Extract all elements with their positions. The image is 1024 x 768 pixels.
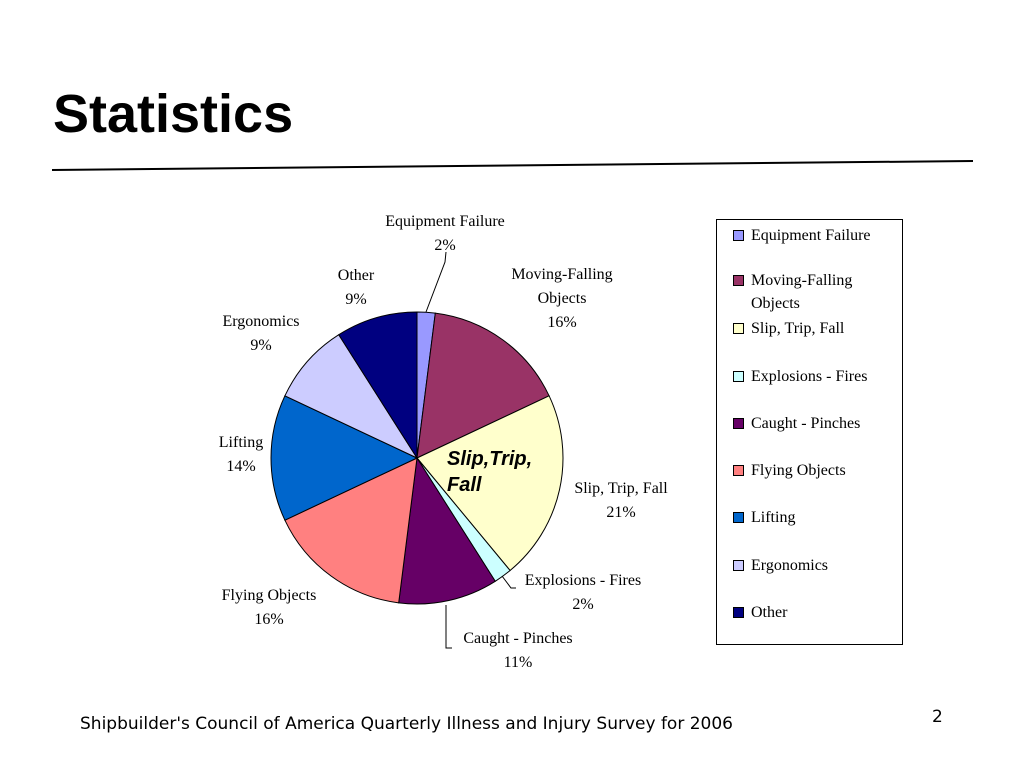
legend-label: Equipment Failure — [751, 227, 871, 244]
legend-swatch — [733, 607, 744, 618]
legend-item-lifting: Lifting — [733, 506, 903, 529]
footer-source: Shipbuilder's Council of America Quarter… — [80, 714, 733, 734]
data-label-slip-trip-fall: Slip, Trip, Fall 21% — [574, 480, 668, 521]
legend-label: Other — [751, 604, 788, 621]
slide-title: Statistics — [53, 84, 294, 144]
pie-chart: Equipment Failure 2%Moving-Falling Objects… — [219, 213, 668, 671]
pie-slice-ergonomics — [284, 334, 419, 460]
pie-slice-lifting — [270, 395, 419, 521]
legend-swatch — [733, 465, 744, 476]
legend-swatch — [733, 323, 744, 334]
legend-label: Slip, Trip, Fall — [751, 320, 845, 337]
legend-label: Moving-Falling — [751, 272, 853, 289]
data-label-moving-falling-objects: Moving-Falling Objects 16% — [511, 266, 612, 331]
legend-swatch — [733, 512, 744, 523]
pie-slice-moving-falling-objects — [416, 312, 550, 459]
leader-line-explosions-fires — [501, 575, 516, 589]
legend-label: Lifting — [751, 509, 796, 526]
chart-legend: Equipment Failure Moving-Falling Objects Sl… — [716, 219, 903, 645]
legend-swatch — [733, 275, 744, 286]
legend-item-slip-trip-fall: Slip, Trip, Fall — [733, 317, 903, 340]
legend-item-flying-objects: Flying Objects — [733, 459, 903, 482]
legend-item-equipment-failure: Equipment Failure — [733, 224, 903, 247]
pie-slice-flying-objects — [284, 457, 418, 604]
legend-swatch — [733, 230, 744, 241]
legend-label: Explosions - Fires — [751, 368, 868, 385]
data-label-other: Other 9% — [338, 267, 375, 308]
data-label-caught-pinches: Caught - Pinches 11% — [463, 630, 572, 671]
page-number: 2 — [932, 707, 943, 727]
legend-item-moving-falling-objects: Moving-Falling Objects — [733, 269, 903, 315]
legend-item-explosions-fires: Explosions - Fires — [733, 365, 903, 388]
leader-line-caught-pinches — [445, 605, 452, 649]
leader-line-equipment-failure — [425, 251, 447, 313]
pie-slice-caught-pinches — [398, 456, 496, 605]
slip-trip-fall-callout: Slip,Trip, Fall — [447, 448, 532, 496]
data-label-equipment-failure: Equipment Failure 2% — [385, 213, 505, 254]
legend-item-ergonomics: Ergonomics — [733, 554, 903, 577]
pie-slice-other — [338, 311, 418, 460]
data-label-lifting: Lifting 14% — [219, 434, 263, 475]
legend-swatch — [733, 560, 744, 571]
legend-item-other: Other — [733, 601, 903, 624]
data-label-ergonomics: Ergonomics 9% — [222, 313, 299, 354]
data-label-explosions-fires: Explosions - Fires 2% — [525, 572, 641, 613]
legend-label: Ergonomics — [751, 557, 829, 574]
legend-swatch — [733, 371, 744, 382]
legend-item-caught-pinches: Caught - Pinches — [733, 412, 903, 435]
legend-swatch — [733, 418, 744, 429]
legend-label: Caught - Pinches — [751, 415, 861, 432]
data-label-flying-objects: Flying Objects 16% — [222, 587, 317, 628]
legend-label: Flying Objects — [751, 462, 846, 479]
pie-slice-slip-trip-fall — [416, 395, 564, 572]
legend-label: Objects — [751, 295, 800, 312]
title-underline — [51, 160, 974, 171]
